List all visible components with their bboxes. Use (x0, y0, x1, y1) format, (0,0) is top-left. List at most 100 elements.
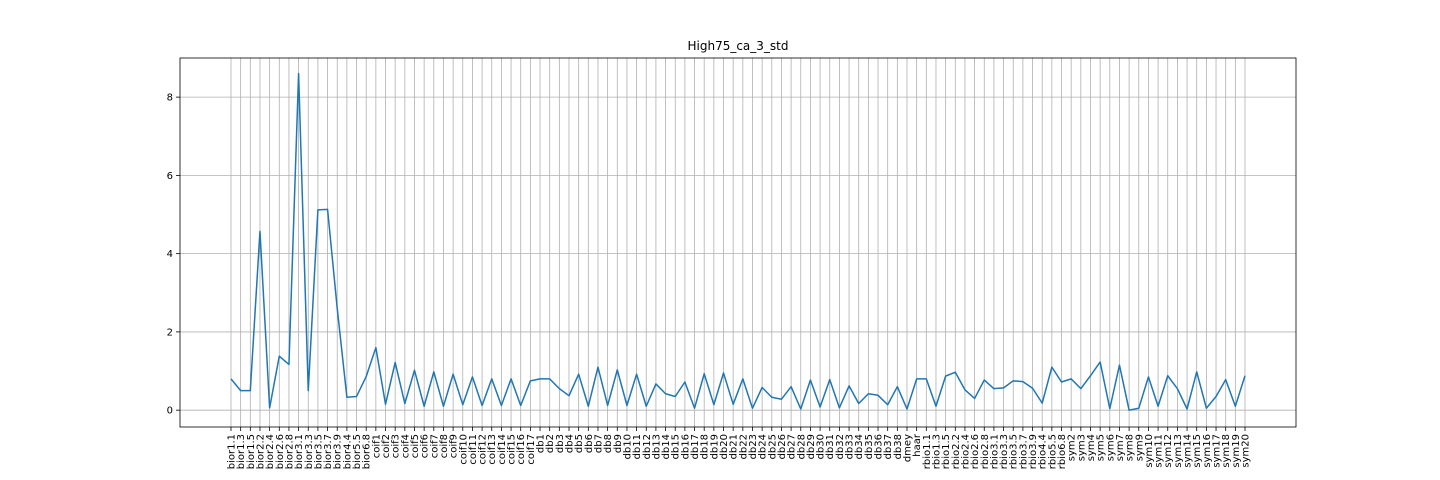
data-point (616, 369, 618, 371)
data-point (1089, 375, 1091, 377)
data-point (925, 378, 927, 380)
data-point (742, 378, 744, 380)
data-point (1167, 375, 1169, 377)
data-point (1186, 408, 1188, 410)
x-tick-label: bior1.1 (227, 434, 238, 469)
data-point (520, 404, 522, 406)
data-point (481, 404, 483, 406)
x-tick-label: rbio2.6 (970, 434, 981, 469)
x-tick-label: bior2.8 (284, 434, 295, 469)
data-point (751, 407, 753, 409)
x-tick-label: db24 (758, 434, 769, 459)
data-point (1060, 381, 1062, 383)
x-tick-label: coif6 (420, 434, 431, 458)
x-tick-label: sym7 (1115, 434, 1126, 461)
x-tick-label: db34 (854, 434, 865, 459)
data-point (317, 209, 319, 211)
y-axis: 0 2 4 6 8 (167, 93, 180, 417)
x-tick-label: db19 (709, 434, 720, 459)
data-point (635, 373, 637, 375)
data-point (896, 385, 898, 387)
data-point (365, 375, 367, 377)
x-tick-label: coif12 (478, 434, 489, 465)
x-tick-label: db33 (845, 434, 856, 459)
data-point (529, 380, 531, 382)
x-tick-label: sym4 (1086, 434, 1097, 461)
data-point (355, 395, 357, 397)
x-tick-label: sym3 (1076, 434, 1087, 461)
x-tick-label: sym19 (1231, 434, 1242, 468)
x-tick-label: db12 (642, 434, 653, 459)
x-tick-label: db36 (874, 434, 885, 459)
x-tick-label: db23 (748, 434, 759, 459)
data-point (973, 397, 975, 399)
x-tick-label: db1 (536, 434, 547, 453)
x-tick-label: sym18 (1221, 434, 1232, 468)
data-point (838, 407, 840, 409)
x-tick-label: sym5 (1096, 434, 1107, 461)
x-tick-label: bior1.5 (246, 434, 257, 469)
x-axis: bior1.1bior1.3bior1.5bior2.2bior2.4bior2… (227, 427, 1252, 469)
x-tick-label: rbio2.8 (980, 434, 991, 469)
data-point (1147, 376, 1149, 378)
data-point (732, 403, 734, 405)
x-tick-label: db2 (545, 434, 556, 453)
data-point (558, 387, 560, 389)
data-point (404, 402, 406, 404)
x-tick-label: db8 (603, 434, 614, 453)
x-tick-label: db11 (632, 434, 643, 459)
data-point (819, 406, 821, 408)
y-tick-label: 0 (167, 406, 173, 417)
x-tick-label: coif10 (458, 434, 469, 465)
data-point (1157, 405, 1159, 407)
y-tick-label: 4 (167, 249, 173, 260)
x-tick-label: bior3.7 (323, 434, 334, 469)
data-point (886, 403, 888, 405)
x-tick-label: rbio3.9 (1028, 434, 1039, 469)
x-tick-label: db20 (719, 434, 730, 459)
x-tick-label: coif4 (400, 434, 411, 458)
x-tick-label: sym14 (1183, 434, 1194, 468)
data-point (722, 372, 724, 374)
x-tick-label: db37 (883, 434, 894, 459)
data-point (713, 403, 715, 405)
data-point (597, 366, 599, 368)
x-tick-label: sym13 (1173, 434, 1184, 468)
x-tick-label: db16 (680, 434, 691, 459)
x-tick-label: db7 (593, 434, 604, 453)
data-point (944, 375, 946, 377)
x-tick-label: db3 (555, 434, 566, 453)
x-tick-label: db32 (835, 434, 846, 459)
x-tick-label: db5 (574, 434, 585, 453)
data-point (297, 72, 299, 74)
x-tick-label: db38 (893, 434, 904, 459)
x-tick-label: coif17 (526, 434, 537, 465)
y-tick-label: 6 (167, 171, 173, 182)
data-point (568, 394, 570, 396)
x-tick-label: db26 (777, 434, 788, 459)
data-point (1109, 407, 1111, 409)
x-tick-label: rbio1.1 (922, 434, 933, 469)
data-point (761, 386, 763, 388)
data-point (510, 378, 512, 380)
data-point (462, 403, 464, 405)
data-point (906, 408, 908, 410)
x-tick-label: db22 (738, 434, 749, 459)
data-point (829, 378, 831, 380)
data-point (249, 389, 251, 391)
x-tick-label: db10 (622, 434, 633, 459)
data-point (336, 307, 338, 309)
y-tick-label: 8 (167, 93, 173, 104)
x-tick-label: bior4.4 (342, 434, 353, 469)
x-tick-label: sym9 (1134, 434, 1145, 461)
data-point (442, 405, 444, 407)
data-point (703, 373, 705, 375)
x-tick-label: coif2 (381, 434, 392, 458)
data-point (1205, 407, 1207, 409)
x-tick-label: sym8 (1125, 434, 1136, 461)
data-point (239, 389, 241, 391)
x-tick-label: rbio1.3 (931, 434, 942, 469)
data-point (1224, 378, 1226, 380)
